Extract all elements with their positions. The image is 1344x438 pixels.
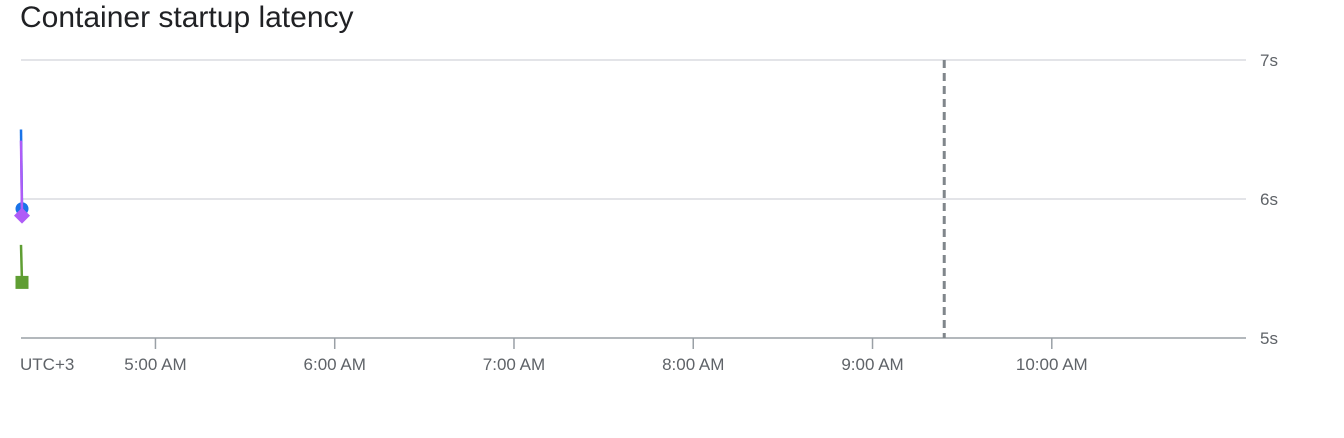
timezone-label: UTC+3 <box>20 355 74 374</box>
series-square[interactable] <box>15 244 29 289</box>
x-axis: UTC+3 5:00 AM 6:00 AM 7:00 AM 8:00 AM 9:00 AM… <box>20 337 1246 374</box>
x-tick-label: 7:00 AM <box>483 355 545 374</box>
y-axis: 5s 6s 7s <box>1260 51 1278 348</box>
data-point-square[interactable] <box>15 275 29 289</box>
data-point-diamond[interactable] <box>14 207 30 224</box>
y-tick-label: 6s <box>1260 190 1278 209</box>
series-diamond[interactable] <box>14 140 30 224</box>
grid-lines <box>21 59 1246 200</box>
series-line <box>19 140 24 216</box>
chart-title: Container startup latency <box>20 1 354 34</box>
x-tick-label: 9:00 AM <box>841 355 903 374</box>
y-tick-label: 7s <box>1260 51 1278 70</box>
series-layer[interactable] <box>14 129 30 289</box>
x-tick-label: 10:00 AM <box>1016 355 1088 374</box>
x-tick-label: 8:00 AM <box>662 355 724 374</box>
y-tick-label: 5s <box>1260 329 1278 348</box>
x-tick-label: 5:00 AM <box>124 355 186 374</box>
x-tick-label: 6:00 AM <box>304 355 366 374</box>
